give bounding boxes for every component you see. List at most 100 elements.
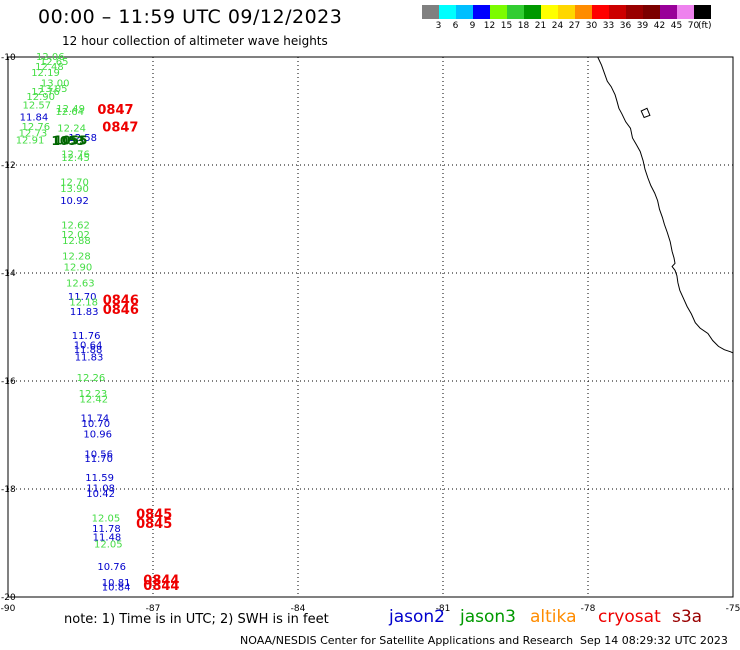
colorbar-label: 27 xyxy=(568,21,581,31)
latitude-tick-label: -14 xyxy=(1,269,16,279)
coastline xyxy=(597,56,734,354)
colorbar-swatch xyxy=(626,5,643,19)
island-outline xyxy=(640,107,651,119)
colorbar-label: 24 xyxy=(551,21,564,31)
wave-height-value: 11.08 xyxy=(86,484,115,495)
colorbar-label: 21 xyxy=(534,21,547,31)
wave-height-value: 12.49 xyxy=(56,104,85,115)
wave-height-value: 12.05 xyxy=(92,513,121,524)
wave-height-value: 12.76 xyxy=(61,149,90,160)
colorbar-label: 42 xyxy=(653,21,666,31)
colorbar-swatch xyxy=(558,5,575,19)
pass-time-label: 0846 xyxy=(103,303,139,318)
colorbar-swatch xyxy=(660,5,677,19)
colorbar-label: 70 xyxy=(687,21,700,31)
wave-height-value: 12.88 xyxy=(62,236,91,247)
wave-height-value: 12.28 xyxy=(62,252,91,263)
colorbar-label: 18 xyxy=(517,21,530,31)
wave-height-value: 12.65 xyxy=(40,57,69,68)
wave-height-value: 12.24 xyxy=(57,124,86,135)
colorbar-label: 36 xyxy=(619,21,632,31)
wave-height-value: 12.63 xyxy=(66,279,95,290)
wave-height-value: 10.84 xyxy=(102,583,131,594)
wave-height-value: 13.05 xyxy=(39,84,68,95)
wave-height-value: 12.90 xyxy=(64,262,93,273)
colorbar-swatch xyxy=(456,5,473,19)
wave-height-value: 13.00 xyxy=(41,79,70,90)
colorbar-swatch xyxy=(592,5,609,19)
pass-time-label: 0844 xyxy=(143,574,179,589)
wave-height-value: 12.48 xyxy=(35,62,64,73)
colorbar-swatch xyxy=(541,5,558,19)
colorbar-swatch xyxy=(694,5,711,19)
wave-height-value: 12.23 xyxy=(79,389,108,400)
wave-height-value: 10.76 xyxy=(97,562,126,573)
colorbar-swatch xyxy=(575,5,592,19)
latitude-tick-label: -10 xyxy=(1,53,16,63)
colorbar-label: 9 xyxy=(469,21,476,31)
longitude-tick-label: -87 xyxy=(146,604,161,614)
colorbar-label: 39 xyxy=(636,21,649,31)
wave-height-value: 11.83 xyxy=(75,353,104,364)
colorbar-label: 3 xyxy=(435,21,442,31)
longitude-tick-label: -84 xyxy=(291,604,306,614)
colorbar-unit: (ft) xyxy=(698,21,712,31)
wave-height-value: 12.73 xyxy=(19,128,48,139)
wave-height-value: 12.64 xyxy=(55,107,84,118)
render-timestamp: Sep 14 08:29:32 UTC 2023 xyxy=(580,634,728,647)
wave-height-value: 12.70 xyxy=(60,178,89,189)
colorbar-swatch xyxy=(473,5,490,19)
footer-note: note: 1) Time is in UTC; 2) SWH is in fe… xyxy=(64,612,329,627)
wave-height-value: 10.96 xyxy=(83,430,112,441)
colorbar-label: 33 xyxy=(602,21,615,31)
wave-height-value: 11.76 xyxy=(72,331,101,342)
longitude-tick-label: -90 xyxy=(1,604,16,614)
pass-time-label: 0844 xyxy=(143,579,179,594)
map-subtitle: 12 hour collection of altimeter wave hei… xyxy=(62,34,328,48)
pass-time-label: 1055 xyxy=(54,134,87,148)
pass-time-label: 0845 xyxy=(136,508,172,523)
latitude-tick-label: -12 xyxy=(1,161,16,171)
longitude-tick-label: -78 xyxy=(581,604,596,614)
pass-time-label: 0846 xyxy=(103,293,139,308)
latitude-tick-label: -20 xyxy=(1,593,16,603)
wave-height-value: 11.74 xyxy=(81,414,110,425)
wave-height-value: 10.92 xyxy=(60,196,89,207)
latitude-tick-label: -18 xyxy=(1,485,16,495)
satellite-legend-s3a: s3a xyxy=(672,607,703,627)
colorbar-label: 45 xyxy=(670,21,683,31)
pass-time-label: 0847 xyxy=(102,121,138,136)
wave-height-value: 12.05 xyxy=(94,539,123,550)
colorbar-swatch xyxy=(609,5,626,19)
wave-height-value: 12.76 xyxy=(22,122,51,133)
satellite-legend-altika: altika xyxy=(530,607,577,627)
satellite-legend-cryosat: cryosat xyxy=(598,607,661,627)
longitude-tick-label: -81 xyxy=(436,604,451,614)
colorbar-swatch xyxy=(677,5,694,19)
colorbar-swatch xyxy=(643,5,660,19)
colorbar-swatch xyxy=(524,5,541,19)
wave-height-value: 10.81 xyxy=(102,578,131,589)
wave-height-value: 12.06 xyxy=(36,52,65,63)
colorbar-label: 6 xyxy=(452,21,459,31)
wave-height-value: 12.90 xyxy=(26,92,55,103)
map-title: 00:00 – 11:59 UTC 09/12/2023 xyxy=(38,6,343,28)
map-frame xyxy=(7,56,734,598)
wave-height-value: 11.78 xyxy=(92,524,121,535)
wave-height-value: 12.19 xyxy=(31,68,60,79)
colorbar-swatch xyxy=(439,5,456,19)
wave-height-value: 11.84 xyxy=(20,113,49,124)
wave-height-value: 12.62 xyxy=(61,221,90,232)
wave-height-value: 11.70 xyxy=(84,454,113,465)
wave-height-value: 12.02 xyxy=(61,230,90,241)
wave-height-value: 11.88 xyxy=(74,345,103,356)
satellite-legend-jason3: jason3 xyxy=(460,607,516,627)
colorbar-swatch xyxy=(422,5,439,19)
wave-height-value: 10.56 xyxy=(84,450,113,461)
colorbar-label: 15 xyxy=(500,21,513,31)
wave-height-value: 12.57 xyxy=(23,100,52,111)
pass-time-label: 0845 xyxy=(136,517,172,532)
wave-height-value: 13.90 xyxy=(60,184,89,195)
satellite-legend-jason2: jason2 xyxy=(389,607,445,627)
